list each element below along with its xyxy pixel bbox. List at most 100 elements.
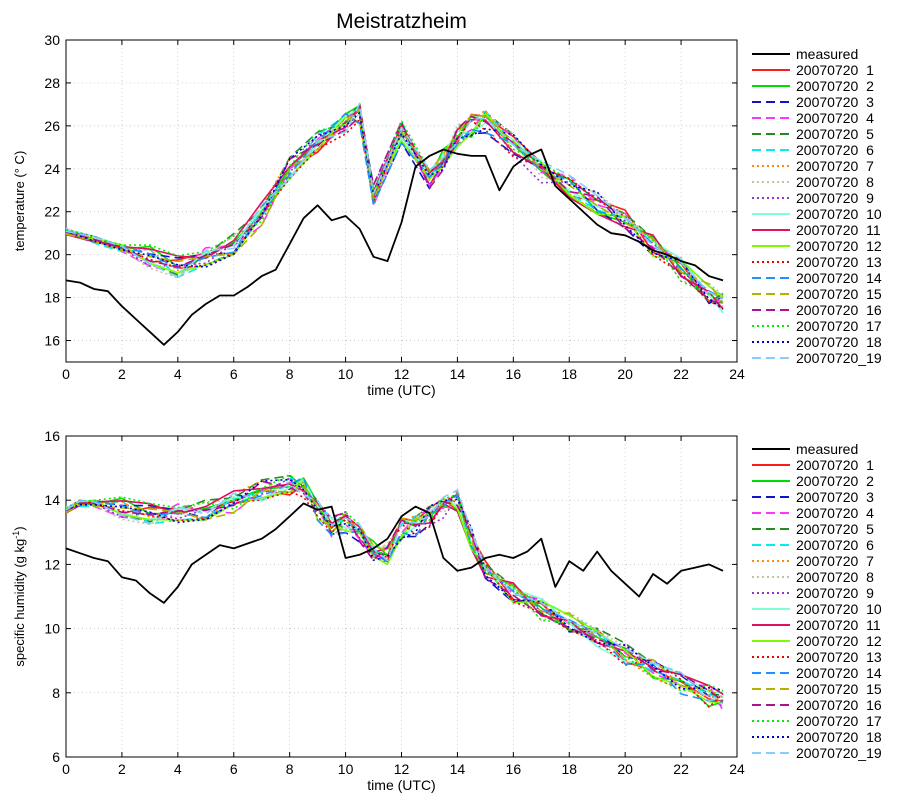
series-line-15 <box>66 484 724 698</box>
legend-label-10: 20070720 10 <box>796 206 882 222</box>
legend-label-19: 20070720_19 <box>796 745 882 761</box>
y-axis-label: specific humidity (g kg-1) <box>11 526 27 666</box>
x-axis-label: time (UTC) <box>367 777 435 793</box>
y-tick-label: 12 <box>44 556 60 572</box>
legend-label-6: 20070720 6 <box>796 142 874 158</box>
x-tick-label: 6 <box>230 761 238 777</box>
y-tick-label: 22 <box>44 204 60 220</box>
y-axis-label-main: specific humidity (g kg <box>12 539 27 667</box>
legend-label-19: 20070720_19 <box>796 350 882 366</box>
legend-label-13: 20070720 13 <box>796 254 882 270</box>
legend-label-11: 20070720 11 <box>796 617 881 633</box>
x-tick-label: 18 <box>561 366 577 382</box>
x-axis-label: time (UTC) <box>367 382 435 398</box>
x-tick-label: 8 <box>286 366 294 382</box>
x-tick-label: 20 <box>617 761 633 777</box>
legend-label-7: 20070720 7 <box>796 158 874 174</box>
legend-label-5: 20070720 5 <box>796 126 874 142</box>
legend-label-11: 20070720 11 <box>796 222 881 238</box>
x-tick-label: 12 <box>394 761 410 777</box>
legend-label-3: 20070720 3 <box>796 94 874 110</box>
series-line-18 <box>66 112 724 310</box>
y-tick-label: 26 <box>44 118 60 134</box>
x-tick-label: 4 <box>174 366 182 382</box>
series-line-5 <box>66 102 724 302</box>
x-tick-label: 20 <box>617 366 633 382</box>
y-axis-label-end: ) <box>12 526 27 530</box>
legend-label-4: 20070720 4 <box>796 110 874 126</box>
y-tick-label: 8 <box>52 685 60 701</box>
x-tick-label: 2 <box>118 366 126 382</box>
legend-label-17: 20070720 17 <box>796 318 882 334</box>
y-tick-label: 14 <box>44 492 60 508</box>
series-line-16 <box>66 480 724 702</box>
legend-label-10: 20070720 10 <box>796 601 882 617</box>
legend-label-16: 20070720 16 <box>796 697 882 713</box>
y-tick-label: 28 <box>44 75 60 91</box>
y-tick-label: 16 <box>44 333 60 349</box>
series-line-17 <box>66 110 724 303</box>
legend-label-measured: measured <box>796 441 858 457</box>
x-tick-label: 10 <box>338 761 354 777</box>
series-line-measured <box>66 148 724 346</box>
chart-title: Meistratzheim <box>336 10 467 33</box>
legend-label-4: 20070720 4 <box>796 505 874 521</box>
x-tick-label: 22 <box>673 761 689 777</box>
x-tick-label: 2 <box>118 761 126 777</box>
x-tick-label: 12 <box>394 366 410 382</box>
temperature-panel: 0 2 4 6 8 10 12 14 16 18 20 22 241618202224262830Mei… <box>12 10 882 398</box>
series-line-16 <box>66 115 724 307</box>
y-tick-label: 24 <box>44 161 60 177</box>
legend-label-7: 20070720 7 <box>796 553 874 569</box>
x-tick-label: 0 <box>62 366 70 382</box>
series-line-19 <box>66 102 724 300</box>
series-group <box>66 102 724 346</box>
series-line-8 <box>66 112 724 297</box>
x-tick-label: 24 <box>729 761 745 777</box>
legend-label-3: 20070720 3 <box>796 489 874 505</box>
legend-label-15: 20070720 15 <box>796 681 882 697</box>
x-tick-label: 0 <box>62 761 70 777</box>
series-line-2 <box>66 104 724 304</box>
legend-label-8: 20070720 8 <box>796 569 874 585</box>
legend-label-12: 20070720 12 <box>796 633 882 649</box>
legend-label-15: 20070720 15 <box>796 286 882 302</box>
legend-label-9: 20070720 9 <box>796 190 874 206</box>
y-tick-label: 20 <box>44 247 60 263</box>
y-tick-label: 30 <box>44 32 60 48</box>
y-tick-label: 10 <box>44 621 60 637</box>
x-tick-label: 4 <box>174 761 182 777</box>
x-tick-label: 16 <box>506 366 522 382</box>
legend-label-13: 20070720 13 <box>796 649 882 665</box>
y-axis-label: temperature (° C) <box>12 151 27 252</box>
legend-label-12: 20070720 12 <box>796 238 882 254</box>
x-tick-label: 8 <box>286 761 294 777</box>
legend-label-18: 20070720 18 <box>796 729 882 745</box>
series-line-11 <box>66 104 724 310</box>
legend-label-18: 20070720 18 <box>796 334 882 350</box>
y-tick-label: 18 <box>44 290 60 306</box>
series-line-measured <box>66 502 724 604</box>
x-tick-label: 18 <box>561 761 577 777</box>
x-tick-label: 14 <box>450 761 466 777</box>
series-line-19 <box>66 483 724 702</box>
y-tick-label: 6 <box>52 749 60 765</box>
x-tick-label: 6 <box>230 366 238 382</box>
x-tick-label: 10 <box>338 366 354 382</box>
series-group <box>66 473 724 711</box>
legend-label-14: 20070720 14 <box>796 270 882 286</box>
legend-label-6: 20070720 6 <box>796 537 874 553</box>
legend-label-measured: measured <box>796 46 858 62</box>
legend-label-17: 20070720 17 <box>796 713 882 729</box>
x-tick-label: 22 <box>673 366 689 382</box>
legend-label-2: 20070720 2 <box>796 78 874 94</box>
series-line-15 <box>66 109 724 304</box>
y-tick-label: 16 <box>44 428 60 444</box>
series-line-18 <box>66 478 724 692</box>
series-line-17 <box>66 473 724 692</box>
